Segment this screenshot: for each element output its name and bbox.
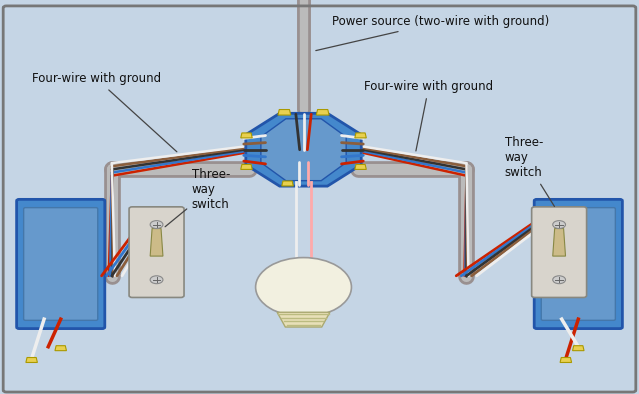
Polygon shape	[553, 229, 566, 256]
Polygon shape	[241, 133, 252, 138]
Text: Three-
way
switch: Three- way switch	[505, 136, 555, 206]
Polygon shape	[573, 346, 584, 351]
FancyBboxPatch shape	[24, 208, 98, 320]
Text: Four-wire with ground: Four-wire with ground	[32, 72, 177, 152]
Circle shape	[553, 276, 566, 284]
Polygon shape	[560, 357, 572, 362]
Polygon shape	[150, 229, 163, 256]
Polygon shape	[278, 110, 291, 115]
FancyBboxPatch shape	[17, 199, 105, 329]
Polygon shape	[282, 181, 293, 186]
Polygon shape	[316, 110, 329, 115]
FancyBboxPatch shape	[534, 199, 622, 329]
Text: Power source (two-wire with ground): Power source (two-wire with ground)	[316, 15, 550, 50]
Polygon shape	[355, 164, 366, 169]
Polygon shape	[241, 164, 252, 169]
Circle shape	[256, 258, 351, 317]
FancyBboxPatch shape	[532, 207, 587, 297]
Polygon shape	[277, 312, 330, 327]
Polygon shape	[355, 133, 366, 138]
Circle shape	[150, 221, 163, 229]
Circle shape	[553, 221, 566, 229]
Polygon shape	[26, 357, 37, 362]
Text: Four-wire with ground: Four-wire with ground	[364, 80, 493, 151]
Polygon shape	[55, 346, 66, 351]
Polygon shape	[261, 119, 346, 181]
Circle shape	[150, 276, 163, 284]
FancyBboxPatch shape	[541, 208, 615, 320]
FancyBboxPatch shape	[129, 207, 184, 297]
Polygon shape	[246, 113, 361, 186]
Text: Three-
way
switch: Three- way switch	[165, 167, 230, 227]
